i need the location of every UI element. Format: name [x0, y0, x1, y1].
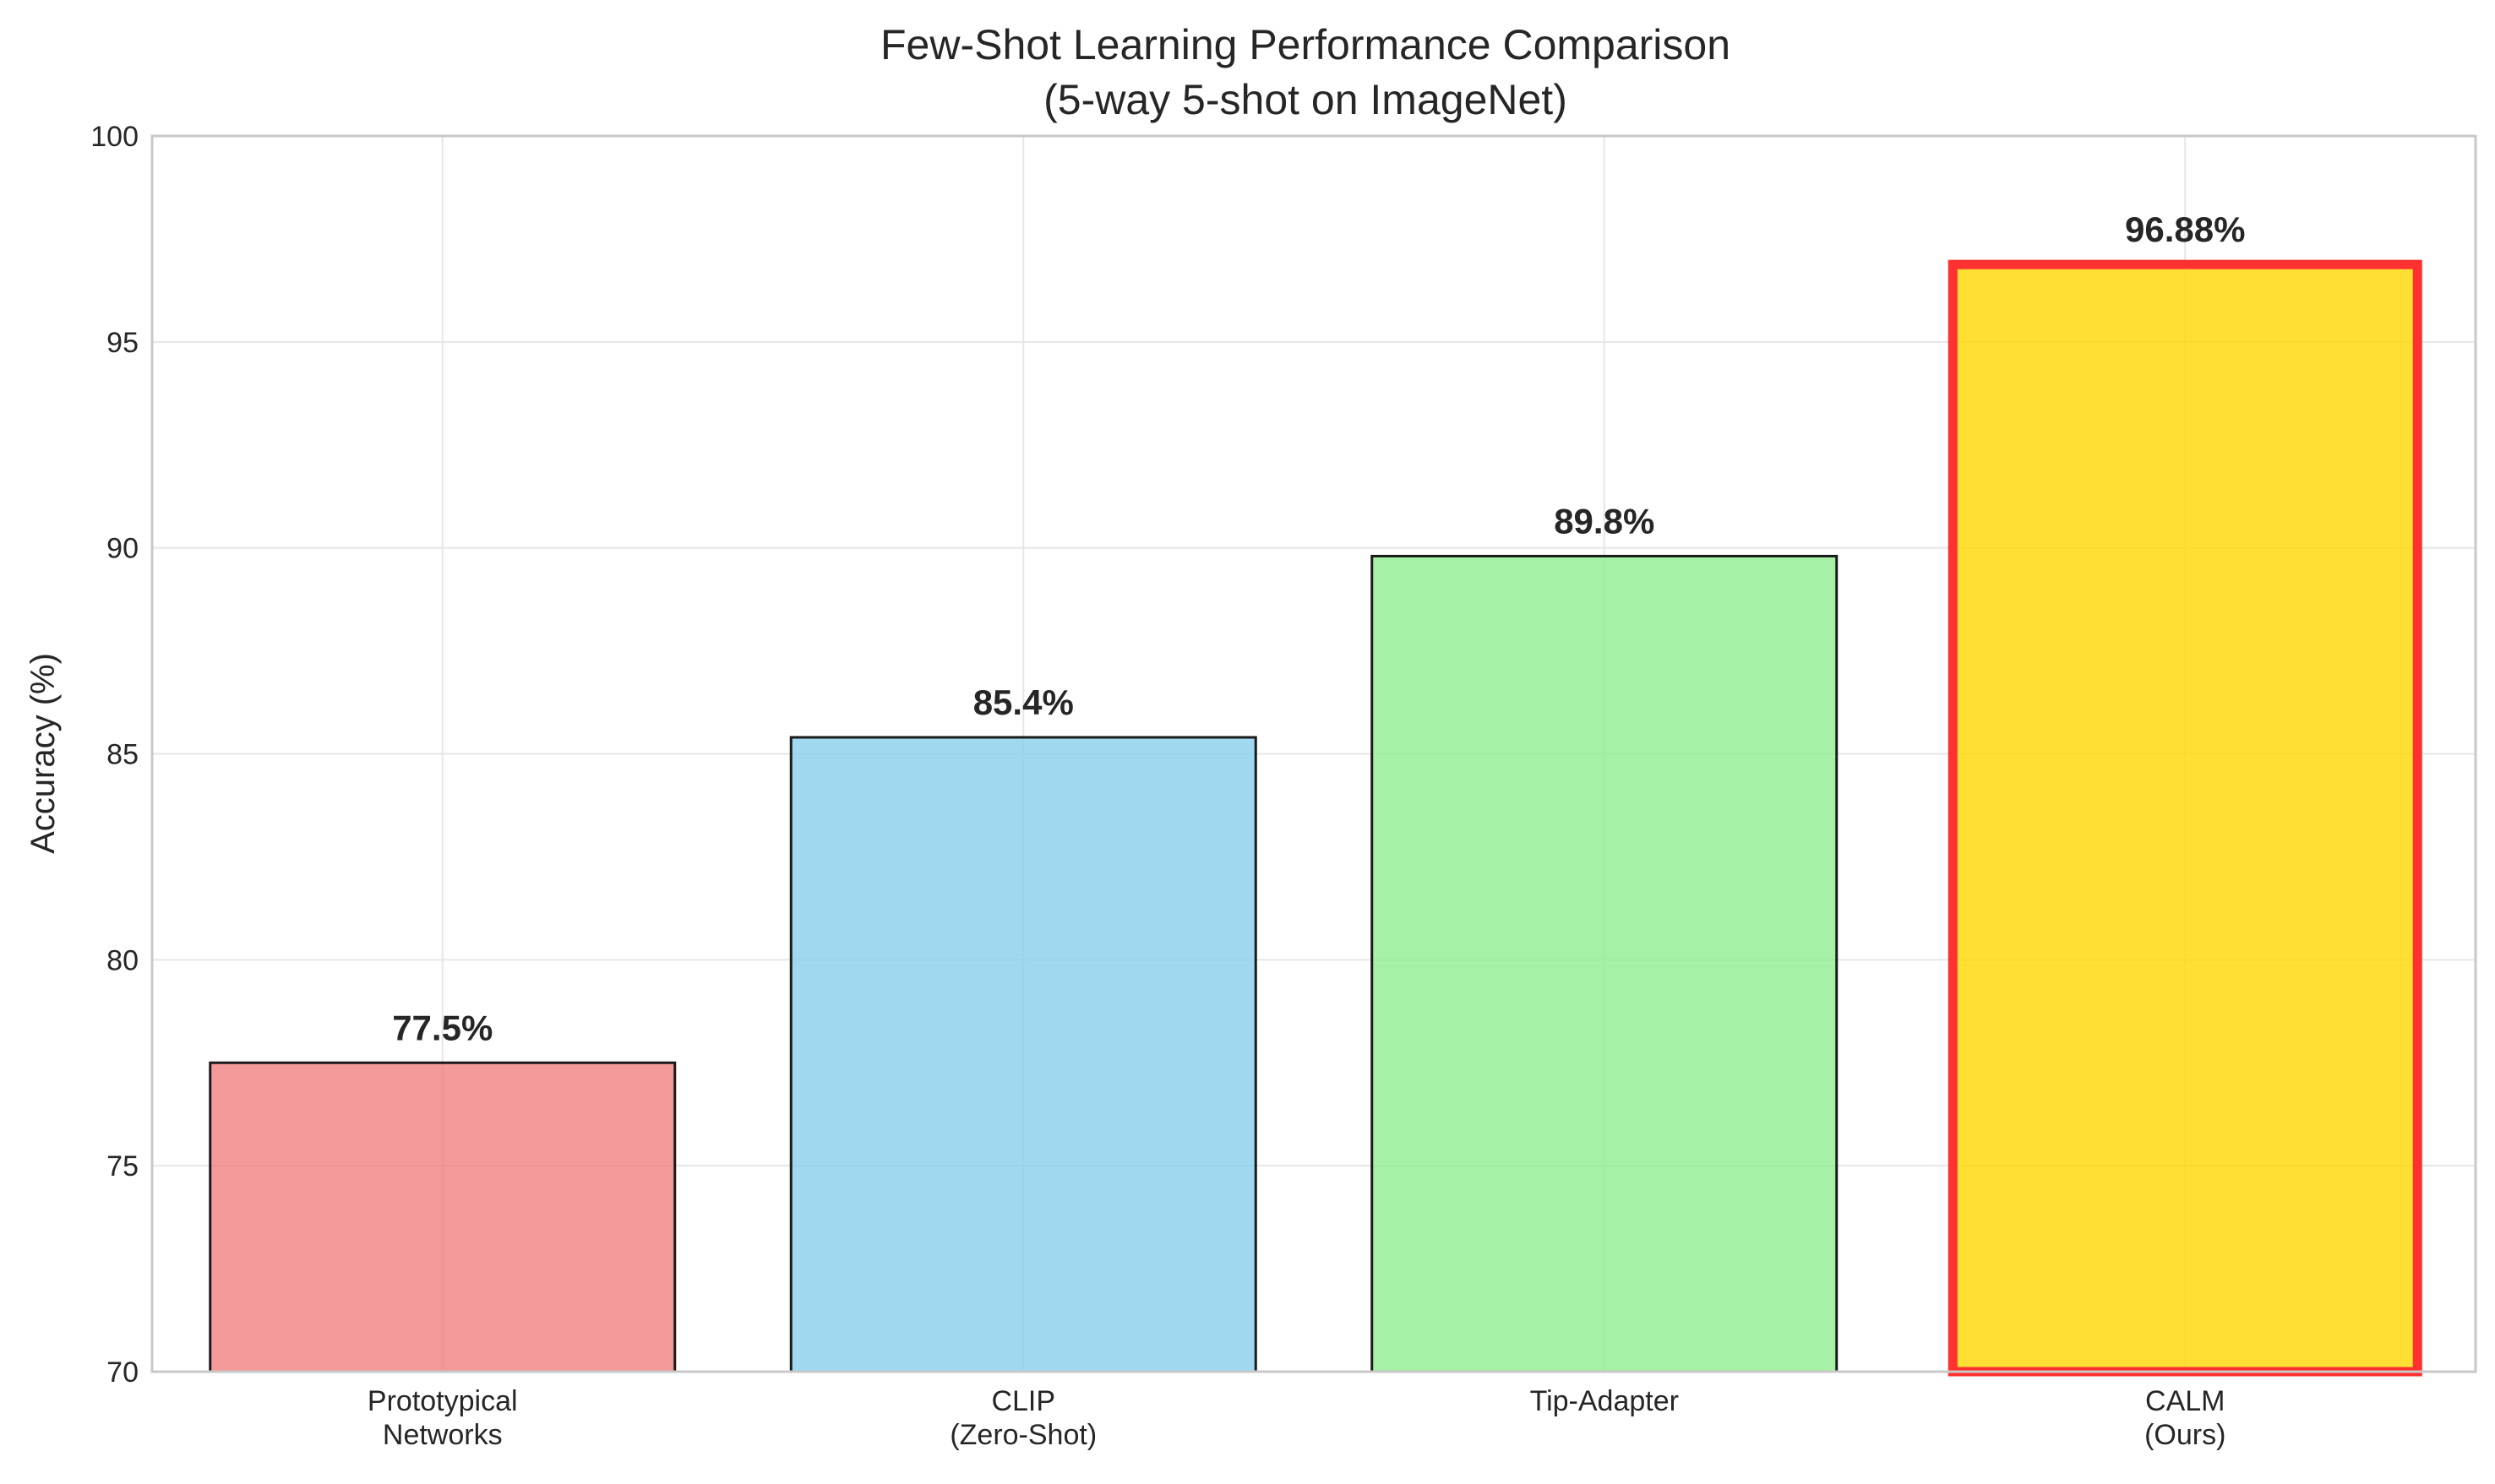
chart-title-line-1: Few-Shot Learning Performance Comparison [880, 21, 1730, 68]
bar-value-label: 77.5% [392, 1008, 493, 1047]
y-tick-label: 95 [106, 327, 139, 359]
bar [1370, 554, 1839, 1373]
bar [789, 736, 1257, 1373]
bar-value-label: 96.88% [2125, 209, 2245, 249]
x-category-label: Prototypical [368, 1385, 518, 1417]
x-category-label: (Ours) [2144, 1419, 2225, 1451]
x-category-label: Networks [383, 1419, 503, 1451]
plot-frame [150, 134, 2477, 1373]
x-category-label: CALM [2145, 1385, 2225, 1417]
y-axis-label: Accuracy (%) [25, 653, 62, 854]
x-category-label: (Zero-Shot) [950, 1419, 1097, 1451]
y-tick-label: 75 [106, 1150, 139, 1182]
y-tick-label: 80 [106, 944, 139, 976]
bar-value-label: 89.8% [1554, 501, 1654, 541]
y-tick-label: 85 [106, 739, 139, 771]
bar [1948, 259, 2422, 1377]
x-category-label: Tip-Adapter [1530, 1385, 1679, 1417]
y-tick-label: 90 [106, 533, 139, 565]
bar-value-label: 85.4% [973, 682, 1074, 722]
y-axis-ticks: 70 75 80 85 90 95 100 [90, 121, 139, 1389]
chart-title-line-2: (5-way 5-shot on ImageNet) [1043, 76, 1567, 123]
bar [209, 1061, 677, 1373]
y-tick-label: 70 [106, 1356, 139, 1389]
y-tick-label: 100 [90, 121, 139, 153]
bars [209, 259, 2422, 1377]
x-category-label: CLIP [991, 1385, 1055, 1417]
bar-value-labels: 77.5% 85.4% 89.8% 96.88% [392, 209, 2245, 1047]
